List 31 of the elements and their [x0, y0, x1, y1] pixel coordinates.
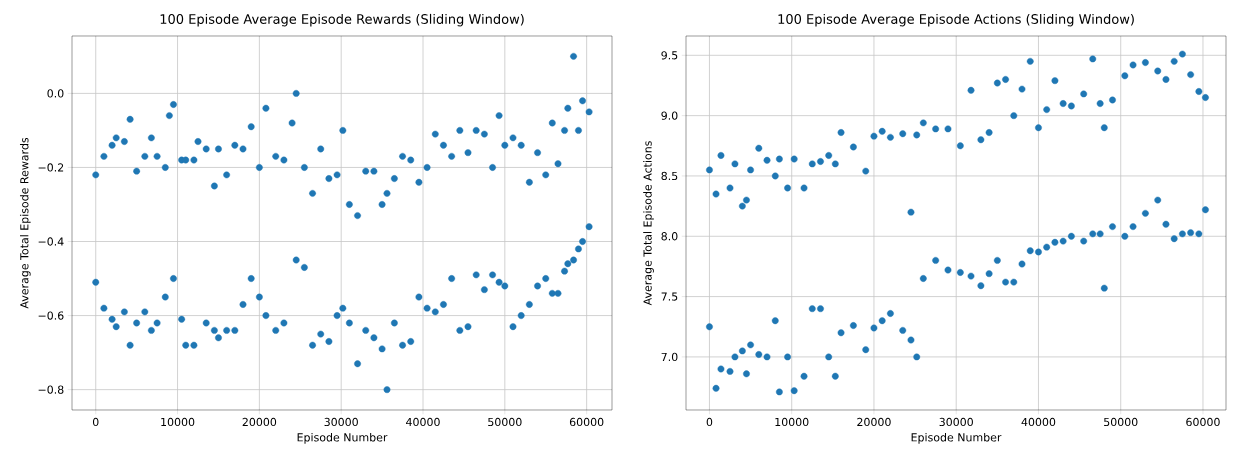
y-tick-label: 9.0	[661, 111, 678, 120]
x-tick-label: 0	[706, 417, 713, 427]
y-axis-title: Average Total Episode Actions	[643, 141, 654, 306]
x-tick-label: 10000	[775, 417, 809, 427]
x-tick-label: 20000	[857, 417, 891, 427]
y-tick-label: −0.2	[38, 163, 64, 172]
x-tick-label: 30000	[324, 417, 358, 427]
x-tick-label: 60000	[1186, 417, 1220, 427]
x-tick-label: 40000	[406, 417, 440, 427]
x-axis-title: Episode Number	[911, 432, 1002, 444]
x-tick-label: 20000	[242, 417, 277, 427]
chart-title: 100 Episode Average Episode Actions (Sliding Window)	[778, 13, 1134, 27]
x-tick-label: 40000	[1021, 417, 1056, 427]
x-tick-label: 0	[92, 417, 99, 427]
y-tick-label: −0.6	[38, 311, 64, 320]
y-tick-label: −0.8	[38, 385, 64, 394]
y-axis-title: Average Total Episode Rewards	[19, 137, 31, 309]
y-tick-label: 9.5	[661, 51, 678, 60]
x-tick-label: 10000	[161, 417, 195, 427]
y-tick-label: 8.5	[661, 171, 678, 181]
y-tick-label: −0.4	[38, 237, 64, 246]
x-tick-label: 60000	[569, 417, 604, 427]
y-tick-label: 8.0	[661, 232, 678, 241]
y-tick-label: 0.0	[47, 89, 64, 98]
x-tick-label: 30000	[939, 417, 973, 427]
x-tick-label: 50000	[1104, 417, 1138, 427]
x-axis-title: Episode Number	[297, 432, 388, 444]
y-tick-label: 7.0	[661, 352, 678, 362]
chart-title: 100 Episode Average Episode Rewards (Sliding Window)	[160, 13, 524, 27]
y-tick-label: 7.5	[661, 292, 678, 301]
x-tick-label: 50000	[488, 417, 522, 427]
